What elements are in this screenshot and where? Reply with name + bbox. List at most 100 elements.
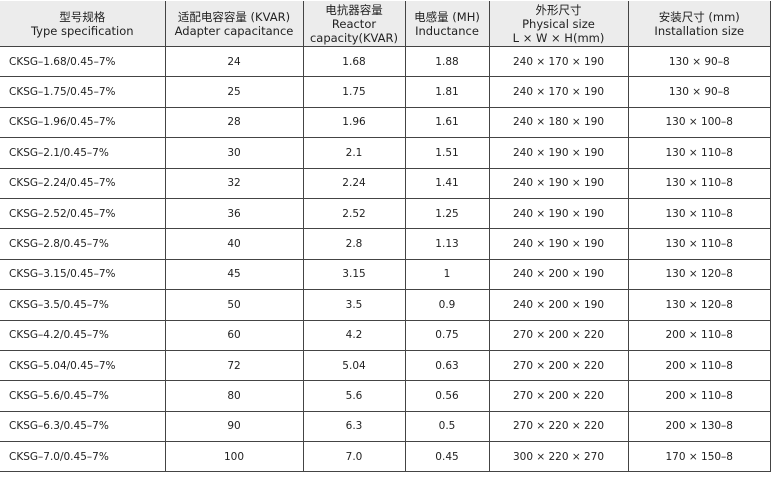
cell-adapter-capacitance: 24 (164, 45, 304, 78)
header-installation-size: 安装尺寸 (mm) Installation size (627, 1, 771, 47)
cell-inductance: 1.51 (404, 137, 490, 169)
cell-type-spec: CKSG–1.96/0.45–7% (0, 106, 166, 139)
cell-installation-size: 200 × 110–8 (627, 349, 771, 382)
cell-inductance: 0.56 (404, 380, 490, 412)
cell-inductance: 0.75 (404, 319, 490, 351)
table-row: CKSG–6.3/0.45–7% 90 6.3 0.5 270 × 220 × 220 2… (0, 410, 771, 443)
cell-type-spec: CKSG–2.8/0.45–7% (0, 228, 166, 260)
header-inductance: 电感量 (MH) Inductance (404, 1, 490, 47)
cell-reactor-capacity: 1.68 (302, 45, 406, 78)
cell-physical-size: 240 × 200 × 190 (488, 289, 629, 321)
cell-installation-size: 200 × 110–8 (627, 380, 771, 412)
cell-inductance: 0.9 (404, 289, 490, 321)
cell-installation-size: 130 × 110–8 (627, 167, 771, 199)
cell-reactor-capacity: 7.0 (302, 441, 406, 473)
table-row: CKSG–1.96/0.45–7% 28 1.96 1.61 240 × 180 × 1… (0, 106, 771, 139)
cell-physical-size: 240 × 190 × 190 (488, 167, 629, 199)
header-label: 电抗器容量 (325, 2, 383, 17)
cell-type-spec: CKSG–3.15/0.45–7% (0, 258, 166, 291)
cell-physical-size: 240 × 190 × 190 (488, 228, 629, 260)
cell-reactor-capacity: 1.96 (302, 106, 406, 139)
cell-reactor-capacity: 1.75 (302, 76, 406, 108)
cell-inductance: 1.81 (404, 76, 490, 108)
header-label: capacity(KVAR) (309, 30, 399, 45)
cell-reactor-capacity: 2.24 (302, 167, 406, 199)
header-label: 型号规格 (59, 9, 106, 24)
cell-inductance: 1.13 (404, 228, 490, 260)
table-row: CKSG–2.52/0.45–7% 36 2.52 1.25 240 × 190 × 1… (0, 197, 771, 230)
cell-adapter-capacitance: 60 (164, 319, 304, 351)
cell-reactor-capacity: 3.15 (302, 258, 406, 291)
header-physical-size: 外形尺寸 Physical size L × W × H(mm) (488, 1, 629, 47)
header-row: 型号规格 Type specification 适配电容容量 (KVAR) Adapt… (0, 1, 771, 47)
cell-installation-size: 130 × 110–8 (627, 197, 771, 230)
cell-physical-size: 270 × 220 × 220 (488, 410, 629, 443)
cell-inductance: 1.25 (404, 197, 490, 230)
cell-installation-size: 170 × 150–8 (627, 441, 771, 473)
header-label: L × W × H(mm) (512, 30, 605, 45)
header-label: Reactor (331, 16, 377, 31)
cell-adapter-capacitance: 36 (164, 197, 304, 230)
cell-reactor-capacity: 2.52 (302, 197, 406, 230)
cell-inductance: 1.41 (404, 167, 490, 199)
cell-physical-size: 240 × 190 × 190 (488, 137, 629, 169)
cell-adapter-capacitance: 90 (164, 410, 304, 443)
header-type-spec: 型号规格 Type specification (0, 1, 166, 47)
table-row: CKSG–2.1/0.45–7% 30 2.1 1.51 240 × 190 × 190… (0, 137, 771, 169)
cell-adapter-capacitance: 72 (164, 349, 304, 382)
cell-adapter-capacitance: 25 (164, 76, 304, 108)
header-label: Physical size (522, 16, 595, 31)
cell-type-spec: CKSG–1.75/0.45–7% (0, 76, 166, 108)
cell-adapter-capacitance: 40 (164, 228, 304, 260)
cell-physical-size: 240 × 170 × 190 (488, 45, 629, 78)
table-row: CKSG–5.04/0.45–7% 72 5.04 0.63 270 × 200 × 2… (0, 349, 771, 382)
cell-reactor-capacity: 3.5 (302, 289, 406, 321)
cell-reactor-capacity: 2.8 (302, 228, 406, 260)
header-label: Inductance (415, 23, 479, 38)
cell-physical-size: 240 × 170 × 190 (488, 76, 629, 108)
cell-type-spec: CKSG–3.5/0.45–7% (0, 289, 166, 321)
table-row: CKSG–1.68/0.45–7% 24 1.68 1.88 240 × 170 × 1… (0, 45, 771, 78)
cell-adapter-capacitance: 28 (164, 106, 304, 139)
cell-type-spec: CKSG–7.0/0.45–7% (0, 441, 166, 473)
cell-installation-size: 130 × 90–8 (627, 45, 771, 78)
cell-physical-size: 240 × 200 × 190 (488, 258, 629, 291)
table-row: CKSG–3.15/0.45–7% 45 3.15 1 240 × 200 × 190 1… (0, 258, 771, 291)
cell-adapter-capacitance: 50 (164, 289, 304, 321)
cell-installation-size: 200 × 110–8 (627, 319, 771, 351)
table-row: CKSG–1.75/0.45–7% 25 1.75 1.81 240 × 170 × 1… (0, 76, 771, 108)
cell-inductance: 0.5 (404, 410, 490, 443)
header-adapter-capacitance: 适配电容容量 (KVAR) Adapter capacitance (164, 1, 304, 47)
cell-installation-size: 130 × 120–8 (627, 258, 771, 291)
cell-type-spec: CKSG–5.04/0.45–7% (0, 349, 166, 382)
cell-installation-size: 130 × 90–8 (627, 76, 771, 108)
cell-inductance: 1.88 (404, 45, 490, 78)
header-reactor-capacity: 电抗器容量 Reactor capacity(KVAR) (302, 1, 406, 47)
table-row: CKSG–5.6/0.45–7% 80 5.6 0.56 270 × 200 × 220… (0, 380, 771, 412)
cell-physical-size: 240 × 180 × 190 (488, 106, 629, 139)
cell-reactor-capacity: 5.04 (302, 349, 406, 382)
cell-installation-size: 130 × 110–8 (627, 137, 771, 169)
cell-physical-size: 270 × 200 × 220 (488, 380, 629, 412)
table-row: CKSG–2.24/0.45–7% 32 2.24 1.41 240 × 190 × 1… (0, 167, 771, 199)
table-row: CKSG–7.0/0.45–7% 100 7.0 0.45 300 × 220 × 27… (0, 441, 771, 473)
reactor-spec-table: 型号规格 Type specification 适配电容容量 (KVAR) Adapt… (0, 1, 771, 473)
cell-installation-size: 130 × 100–8 (627, 106, 771, 139)
cell-type-spec: CKSG–2.52/0.45–7% (0, 197, 166, 230)
cell-type-spec: CKSG–6.3/0.45–7% (0, 410, 166, 443)
cell-inductance: 0.63 (404, 349, 490, 382)
cell-type-spec: CKSG–4.2/0.45–7% (0, 319, 166, 351)
cell-reactor-capacity: 5.6 (302, 380, 406, 412)
cell-inductance: 1 (404, 258, 490, 291)
table-row: CKSG–2.8/0.45–7% 40 2.8 1.13 240 × 190 × 190… (0, 228, 771, 260)
header-label: Installation size (654, 23, 745, 38)
cell-type-spec: CKSG–2.1/0.45–7% (0, 137, 166, 169)
cell-inductance: 1.61 (404, 106, 490, 139)
cell-inductance: 0.45 (404, 441, 490, 473)
header-label: 外形尺寸 (535, 2, 582, 17)
cell-reactor-capacity: 6.3 (302, 410, 406, 443)
cell-type-spec: CKSG–5.6/0.45–7% (0, 380, 166, 412)
table-row: CKSG–4.2/0.45–7% 60 4.2 0.75 270 × 200 × 220… (0, 319, 771, 351)
cell-physical-size: 240 × 190 × 190 (488, 197, 629, 230)
cell-adapter-capacitance: 45 (164, 258, 304, 291)
